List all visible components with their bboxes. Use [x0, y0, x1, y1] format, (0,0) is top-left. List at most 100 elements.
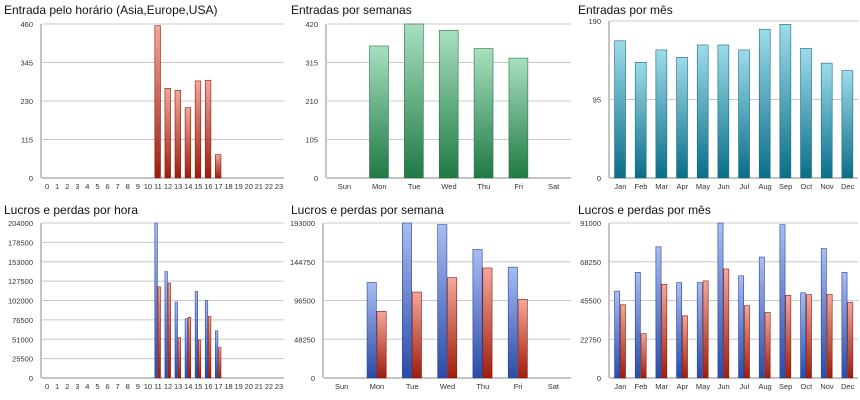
x-tick-label: 23 — [275, 182, 283, 191]
bar — [800, 292, 807, 379]
x-tick-label: Jan — [614, 182, 626, 191]
y-tick-label: 420 — [305, 20, 318, 29]
bar — [174, 89, 181, 179]
x-tick-label: Mar — [655, 382, 668, 391]
y-tick-label: 230 — [20, 97, 33, 106]
bar — [655, 246, 662, 379]
x-tick-label: 6 — [105, 382, 109, 391]
y-tick-label: 115 — [21, 136, 33, 145]
x-tick-label: Nov — [820, 182, 834, 191]
x-tick-label: 17 — [214, 382, 222, 391]
x-tick-label: 0 — [45, 182, 49, 191]
x-tick-label: Fri — [514, 182, 523, 191]
x-tick-label: Oct — [800, 182, 813, 191]
y-tick-label: 96500 — [294, 297, 315, 306]
y-tick-label: 210 — [305, 97, 318, 106]
x-tick-label: Jul — [740, 382, 750, 391]
x-tick-label: Apr — [676, 382, 688, 391]
bar — [472, 249, 483, 379]
bar — [847, 301, 854, 379]
x-tick-label: 17 — [214, 182, 222, 191]
x-tick-label: 11 — [154, 382, 162, 391]
x-tick-label: 5 — [95, 182, 99, 191]
x-tick-label: Mar — [655, 182, 668, 191]
bar — [376, 311, 387, 379]
chart-panel-hourly-profit-loss: Lucros e perdas por hora 0 25500 51000 7650… — [0, 200, 286, 400]
bar — [738, 275, 745, 379]
x-tick-label: Thu — [476, 382, 489, 391]
y-tick-label: 45500 — [580, 297, 601, 306]
y-tick-label: 144750 — [290, 258, 315, 267]
chart-canvas: 0 48250 96500 144750 193000 Sun Mon Tue Wed Thu Fr… — [290, 219, 571, 391]
bar — [177, 337, 181, 379]
x-tick-label: 9 — [136, 382, 140, 391]
bar — [634, 272, 641, 379]
chart-panel-monthly-entries: Entradas por mês 0 95 190 Jan Feb Mar Apr May Ju… — [574, 0, 860, 200]
bar — [369, 45, 389, 179]
bar — [682, 315, 688, 379]
x-tick-label: 10 — [144, 382, 152, 391]
bar — [204, 79, 212, 179]
x-tick-label: 15 — [194, 382, 202, 391]
x-tick-label: 19 — [234, 382, 242, 391]
x-tick-label: 3 — [75, 182, 79, 191]
y-tick-label: 315 — [305, 59, 318, 68]
bar — [218, 347, 222, 379]
bar — [411, 291, 422, 379]
bar — [717, 44, 730, 179]
x-tick-label: 13 — [174, 182, 182, 191]
y-tick-label: 95 — [593, 96, 601, 105]
chart-title: Lucros e perdas por mês — [578, 203, 711, 217]
bar — [723, 268, 730, 379]
x-tick-label: 11 — [154, 182, 162, 191]
x-tick-label: 1 — [55, 182, 59, 191]
x-tick-label: 20 — [245, 182, 253, 191]
x-tick-label: Aug — [758, 382, 771, 391]
x-tick-label: Thu — [477, 182, 490, 191]
y-tick-label: 0 — [29, 374, 33, 383]
x-tick-label: May — [696, 382, 710, 391]
x-tick-label: 8 — [126, 382, 130, 391]
x-tick-label: Aug — [758, 182, 771, 191]
x-tick-label: Sun — [335, 382, 348, 391]
y-tick-label: 0 — [597, 374, 601, 383]
x-tick-label: 19 — [234, 182, 242, 191]
bar — [184, 107, 192, 179]
bar — [164, 271, 168, 379]
bar — [197, 339, 202, 379]
x-tick-label: 13 — [174, 382, 182, 391]
x-tick-label: 8 — [126, 182, 130, 191]
x-tick-label: 2 — [65, 382, 69, 391]
chart-title: Entradas por mês — [578, 3, 673, 17]
x-tick-label: Feb — [635, 182, 648, 191]
bar — [841, 272, 848, 379]
bar — [184, 318, 188, 379]
x-tick-label: 12 — [164, 382, 172, 391]
x-tick-label: Jun — [718, 382, 730, 391]
bar — [438, 29, 459, 179]
x-tick-label: Wed — [441, 182, 456, 191]
x-tick-label: 9 — [136, 182, 140, 191]
bar — [676, 57, 688, 179]
x-tick-label: 7 — [116, 382, 120, 391]
bar — [676, 282, 683, 379]
chart-panel-hourly-entries: Entrada pelo horário (Asia,Europe,USA) 0… — [0, 0, 286, 200]
y-tick-label: 0 — [597, 174, 601, 183]
bar — [208, 316, 212, 379]
x-tick-label: 7 — [116, 182, 120, 191]
x-tick-label: Dec — [841, 382, 855, 391]
x-tick-label: Sep — [779, 382, 792, 391]
bar — [204, 300, 209, 379]
x-tick-label: 10 — [144, 182, 152, 191]
bar — [614, 290, 621, 379]
x-tick-label: 18 — [224, 182, 232, 191]
bar — [404, 23, 424, 179]
bar — [779, 24, 792, 179]
chart-title: Entrada pelo horário (Asia,Europe,USA) — [4, 3, 218, 17]
x-tick-label: Oct — [800, 382, 813, 391]
x-tick-label: Wed — [440, 382, 455, 391]
x-tick-label: 23 — [275, 382, 283, 391]
bar — [437, 224, 448, 379]
chart-title: Entradas por semanas — [291, 3, 412, 17]
